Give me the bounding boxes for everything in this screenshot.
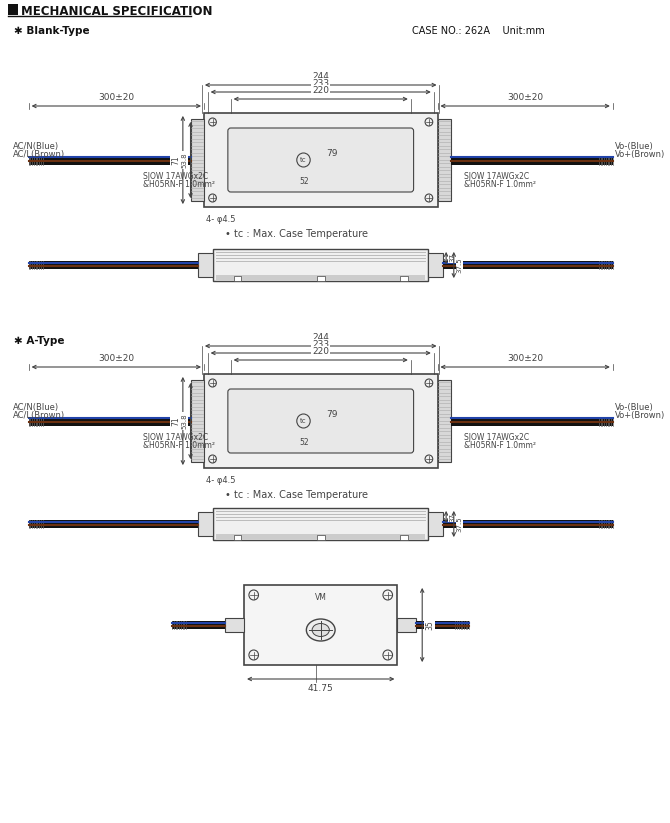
Bar [29, 416, 190, 425]
Bar [234, 276, 241, 281]
Text: 71: 71 [171, 416, 180, 425]
Bar [204, 113, 438, 207]
Bar [444, 520, 613, 528]
Text: Vo+(Brown): Vo+(Brown) [614, 150, 665, 159]
Text: 244: 244 [312, 333, 329, 342]
Bar [397, 618, 417, 632]
Bar [438, 119, 451, 201]
Text: &H05RN-F 1.0mm²: &H05RN-F 1.0mm² [464, 180, 536, 189]
Text: AC/L(Brown): AC/L(Brown) [13, 411, 66, 420]
Text: 220: 220 [312, 347, 329, 356]
Text: 52: 52 [299, 177, 310, 186]
Text: 52: 52 [299, 438, 310, 447]
Text: 300±20: 300±20 [98, 354, 135, 363]
Bar [317, 535, 324, 540]
Bar [198, 512, 214, 536]
Bar [451, 416, 613, 425]
Bar [214, 249, 428, 281]
Bar [244, 585, 397, 665]
Text: AC/N(Blue): AC/N(Blue) [13, 142, 60, 151]
Bar [172, 621, 225, 629]
Text: 220: 220 [312, 86, 329, 95]
Bar [451, 156, 613, 165]
Text: AC/L(Brown): AC/L(Brown) [13, 150, 66, 159]
Bar [234, 535, 241, 540]
Bar [7, 4, 18, 15]
Bar [428, 253, 444, 277]
Text: 4- φ4.5: 4- φ4.5 [206, 476, 235, 485]
Bar [317, 276, 324, 281]
Text: 53.8: 53.8 [182, 152, 188, 168]
Bar [400, 276, 408, 281]
Text: CASE NO.: 262A    Unit:mm: CASE NO.: 262A Unit:mm [411, 26, 545, 36]
Bar [214, 508, 428, 540]
Text: • tc : Max. Case Temperature: • tc : Max. Case Temperature [225, 229, 368, 239]
Text: 53.8: 53.8 [182, 413, 188, 429]
Bar [225, 618, 244, 632]
Text: MECHANICAL SPECIFICATION: MECHANICAL SPECIFICATION [21, 5, 212, 18]
Text: 37: 37 [449, 253, 455, 263]
Bar [29, 261, 198, 269]
Text: SJOW 17AWGx2C: SJOW 17AWGx2C [464, 172, 529, 181]
Ellipse shape [306, 619, 335, 641]
Text: SJOW 17AWGx2C: SJOW 17AWGx2C [464, 433, 529, 442]
Text: 35: 35 [425, 620, 434, 630]
Text: 300±20: 300±20 [507, 354, 543, 363]
Text: AC/N(Blue): AC/N(Blue) [13, 403, 60, 412]
Text: 37.5: 37.5 [457, 258, 463, 272]
Text: 41.75: 41.75 [308, 684, 334, 693]
Bar [190, 380, 204, 462]
Text: ✱ Blank-Type: ✱ Blank-Type [14, 26, 90, 36]
Bar [29, 156, 190, 165]
Bar [438, 380, 451, 462]
Text: ✱ A-Type: ✱ A-Type [14, 336, 65, 346]
Text: SJOW 17AWGx2C: SJOW 17AWGx2C [143, 172, 208, 181]
Text: 300±20: 300±20 [98, 93, 135, 102]
Text: Vo-(Blue): Vo-(Blue) [614, 403, 653, 412]
Text: 79: 79 [326, 149, 338, 158]
Text: 37: 37 [449, 513, 455, 522]
Text: &H05RN-F 1.0mm²: &H05RN-F 1.0mm² [143, 180, 214, 189]
Bar [29, 520, 198, 528]
Bar [444, 261, 613, 269]
Text: • tc : Max. Case Temperature: • tc : Max. Case Temperature [225, 490, 368, 500]
FancyBboxPatch shape [228, 128, 413, 192]
Text: 71: 71 [171, 156, 180, 165]
Bar [204, 374, 438, 468]
Bar [417, 621, 469, 629]
Bar [198, 253, 214, 277]
Ellipse shape [312, 624, 330, 636]
Text: 300±20: 300±20 [507, 93, 543, 102]
Bar [216, 275, 425, 280]
Text: &H05RN-F 1.0mm²: &H05RN-F 1.0mm² [143, 441, 214, 450]
Text: &H05RN-F 1.0mm²: &H05RN-F 1.0mm² [464, 441, 536, 450]
Text: 37.5: 37.5 [457, 516, 463, 532]
Text: 244: 244 [312, 72, 329, 81]
Bar [400, 535, 408, 540]
Text: tc: tc [300, 418, 307, 424]
Text: Vo-(Blue): Vo-(Blue) [614, 142, 653, 151]
Text: tc: tc [300, 157, 307, 163]
Bar [190, 119, 204, 201]
FancyBboxPatch shape [228, 389, 413, 453]
Text: 233: 233 [312, 340, 329, 349]
Text: Vo+(Brown): Vo+(Brown) [614, 411, 665, 420]
Text: SJOW 17AWGx2C: SJOW 17AWGx2C [143, 433, 208, 442]
Text: 4- φ4.5: 4- φ4.5 [206, 215, 235, 224]
Bar [428, 512, 444, 536]
Text: 79: 79 [326, 410, 338, 419]
Text: VM: VM [315, 593, 327, 602]
Text: 233: 233 [312, 79, 329, 88]
Bar [216, 534, 425, 539]
